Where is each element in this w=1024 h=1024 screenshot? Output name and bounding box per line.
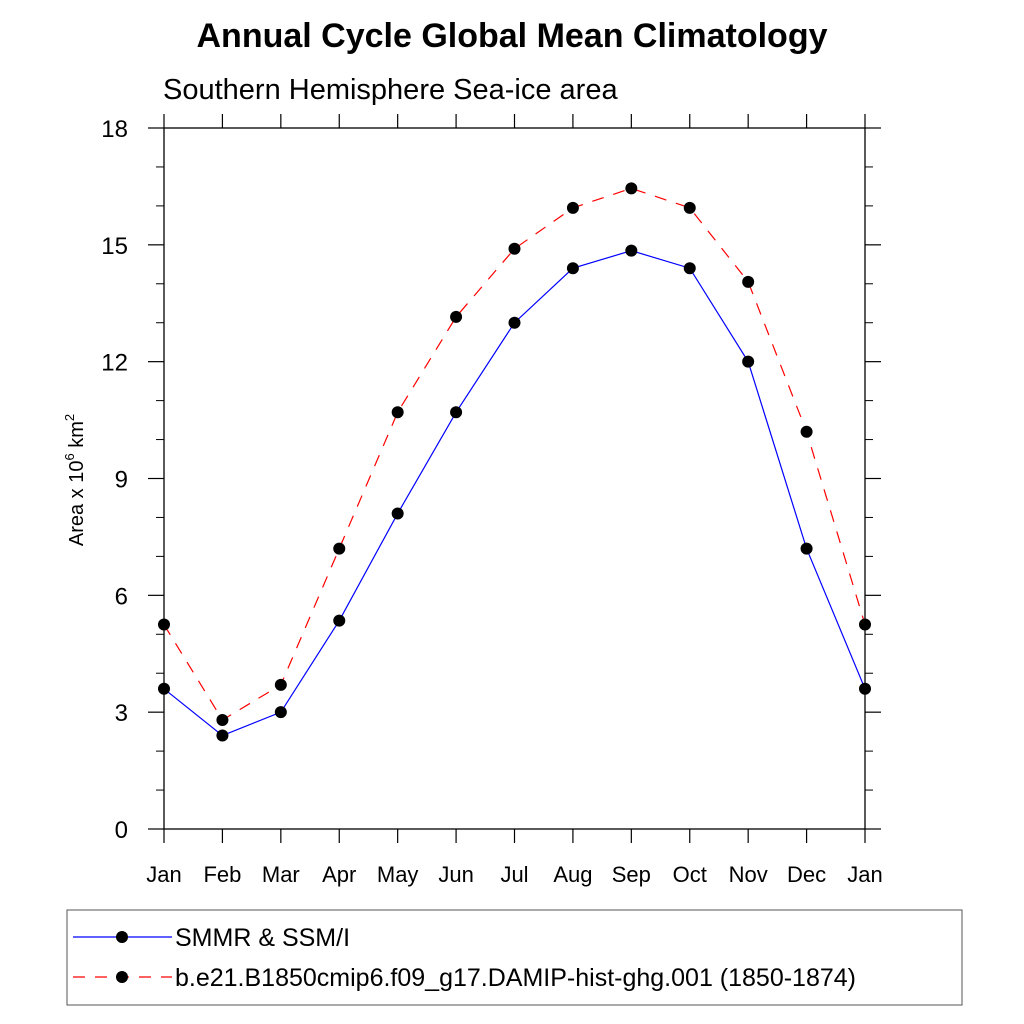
y-axis-label-exp: 6	[62, 453, 77, 460]
x-tick-label: Apr	[322, 862, 356, 887]
series-0-point	[158, 682, 170, 695]
series-1-point	[800, 425, 813, 438]
series-1-point	[625, 182, 638, 195]
y-tick-label: 0	[115, 817, 128, 844]
series-0-point	[742, 355, 755, 368]
y-axis-label-main: Area x 10	[66, 461, 88, 547]
series-0-point	[508, 316, 521, 329]
chart-title: Annual Cycle Global Mean Climatology	[197, 17, 828, 55]
x-tick-label: Feb	[203, 862, 241, 887]
x-tick-label: Jan	[146, 862, 181, 887]
legend-marker-model	[116, 971, 128, 983]
series-1-point	[683, 201, 696, 214]
series-1-point	[742, 275, 755, 288]
x-tick-label: Oct	[673, 862, 707, 887]
series-layer	[158, 182, 871, 742]
x-tick-label: Jun	[438, 862, 473, 887]
legend-label-obs: SMMR & SSM/I	[175, 924, 350, 952]
series-0-point	[683, 262, 696, 275]
x-tick-label: Mar	[262, 862, 300, 887]
y-tick-label: 18	[101, 116, 128, 143]
y-tick-label: 3	[115, 700, 128, 727]
y-axis-label-unit: km	[66, 421, 88, 453]
series-0-point	[391, 507, 404, 520]
series-0-point	[566, 262, 579, 275]
legend-marker-obs	[116, 931, 128, 943]
series-1-point	[158, 618, 170, 631]
series-1-point	[391, 406, 404, 419]
series-1-point	[859, 618, 871, 631]
x-tick-label: May	[377, 862, 419, 887]
y-axis-label-unit-exp: 2	[62, 414, 77, 421]
x-tick-label: Jan	[847, 862, 882, 887]
series-1-point	[450, 310, 463, 323]
series-0-point	[625, 244, 638, 257]
plot-frame	[163, 127, 866, 830]
plot-axes: 0 3 6 9 12 15 18 Jan Feb Mar Apr May Jun Jul Aug Sep Oct…	[101, 114, 883, 887]
series-0-point	[450, 406, 463, 419]
series-line-1	[163, 187, 866, 721]
y-axis-label: Area x 106 km2	[62, 414, 88, 546]
x-tick-label: Sep	[612, 862, 651, 887]
series-1-point	[216, 713, 229, 726]
series-0-point	[800, 542, 813, 555]
legend: SMMR & SSM/I b.e21.B1850cmip6.f09_g17.DA…	[66, 909, 963, 1006]
y-tick-label: 15	[101, 233, 128, 260]
series-1-point	[508, 242, 521, 255]
x-tick-label: Jul	[500, 862, 528, 887]
chart-subtitle: Southern Hemisphere Sea-ice area	[163, 74, 618, 106]
legend-entry-model: b.e21.B1850cmip6.f09_g17.DAMIP-hist-ghg.…	[73, 964, 856, 992]
y-tick-label: 6	[115, 583, 128, 610]
legend-box	[66, 909, 963, 1006]
x-tick-label: Nov	[729, 862, 768, 887]
legend-entry-obs: SMMR & SSM/I	[73, 924, 350, 952]
y-tick-label: 12	[101, 350, 128, 377]
series-0-point	[859, 682, 871, 695]
series-0-point	[333, 614, 346, 627]
series-1-point	[566, 201, 579, 214]
legend-label-model: b.e21.B1850cmip6.f09_g17.DAMIP-hist-ghg.…	[175, 964, 856, 992]
series-0-point	[216, 729, 229, 742]
series-1-point	[333, 542, 346, 555]
series-1-point	[274, 678, 287, 691]
y-tick-label: 9	[115, 467, 128, 494]
series-0-point	[274, 706, 287, 719]
x-tick-label: Aug	[553, 862, 592, 887]
x-tick-label: Dec	[787, 862, 826, 887]
